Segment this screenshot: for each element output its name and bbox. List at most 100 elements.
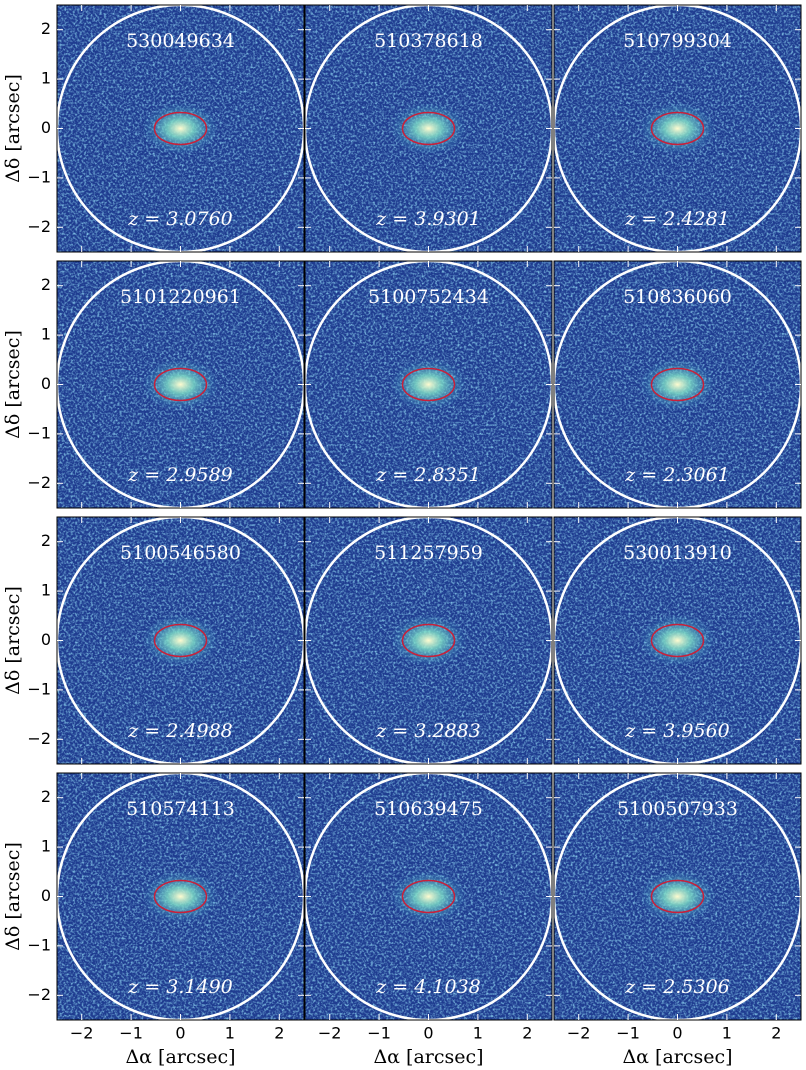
x-tick-label: 0: [423, 1024, 433, 1043]
y-tick-label: −2: [27, 985, 51, 1004]
redshift: z = 3.9560: [624, 720, 730, 742]
panel-id: 511257959: [374, 542, 483, 564]
y-tick-label: −1: [27, 679, 51, 698]
panel-id: 510574113: [126, 798, 235, 820]
x-axis-label: Δα [arcsec]: [373, 1046, 483, 1068]
source-contour: [153, 623, 208, 658]
panel: [305, 261, 552, 508]
panel: [57, 261, 304, 508]
redshift: z = 3.2883: [375, 720, 481, 742]
redshift: z = 2.3061: [624, 464, 730, 486]
source-glow: [142, 614, 219, 667]
source-glow: [142, 870, 219, 923]
panel-id: 5101220961: [120, 286, 241, 308]
y-tick-label: −2: [27, 729, 51, 748]
source-glow: [639, 870, 716, 923]
y-tick-label: −1: [27, 167, 51, 186]
x-tick-label: 0: [175, 1024, 185, 1043]
panel-id: 510639475: [374, 798, 483, 820]
y-tick-label: 0: [41, 118, 51, 137]
y-tick-label: 2: [41, 275, 51, 294]
x-tick-label: −2: [318, 1024, 342, 1043]
panel-id: 530049634: [126, 30, 235, 52]
panel: [554, 773, 801, 1020]
source-glow: [639, 614, 716, 667]
redshift: z = 3.1490: [127, 976, 233, 998]
y-tick-label: 1: [41, 581, 51, 600]
x-axis-label: Δα [arcsec]: [622, 1046, 732, 1068]
x-tick-label: −1: [616, 1024, 640, 1043]
redshift: z = 3.0760: [127, 208, 233, 230]
source-glow: [390, 358, 467, 411]
panel: [305, 773, 552, 1020]
panel: [57, 773, 304, 1020]
y-tick-label: 2: [41, 787, 51, 806]
y-tick-label: −2: [27, 473, 51, 492]
source-contour: [401, 367, 456, 402]
y-tick-label: 2: [41, 531, 51, 550]
panel: [554, 517, 801, 764]
panel: [305, 5, 552, 252]
source-contour: [650, 623, 705, 658]
panel: [57, 5, 304, 252]
y-tick-label: 1: [41, 69, 51, 88]
redshift: z = 4.1038: [375, 976, 481, 998]
source-contour: [153, 111, 208, 146]
panel-id: 5100507933: [617, 798, 738, 820]
panel-id: 5100752434: [368, 286, 489, 308]
y-tick-label: 1: [41, 325, 51, 344]
redshift: z = 2.4281: [624, 208, 730, 230]
redshift: z = 2.4988: [127, 720, 233, 742]
panel: [57, 517, 304, 764]
panel-id: 5100546580: [120, 542, 241, 564]
source-glow: [142, 102, 219, 155]
x-tick-label: 2: [771, 1024, 781, 1043]
y-tick-label: 1: [41, 837, 51, 856]
redshift: z = 3.9301: [375, 208, 481, 230]
redshift: z = 2.5306: [624, 976, 730, 998]
source-glow: [390, 870, 467, 923]
y-axis-label: Δδ [arcsec]: [2, 842, 24, 951]
y-tick-label: 0: [41, 630, 51, 649]
x-tick-label: −2: [567, 1024, 591, 1043]
x-axis-label: Δα [arcsec]: [125, 1046, 235, 1068]
x-tick-label: 2: [522, 1024, 532, 1043]
x-tick-label: 1: [722, 1024, 732, 1043]
source-contour: [401, 623, 456, 658]
source-contour: [401, 111, 456, 146]
y-tick-label: 0: [41, 374, 51, 393]
panel-id: 510378618: [374, 30, 483, 52]
x-tick-label: −1: [119, 1024, 143, 1043]
y-axis-label: Δδ [arcsec]: [2, 74, 24, 183]
y-tick-label: 2: [41, 19, 51, 38]
panel-id: 510836060: [623, 286, 732, 308]
source-glow: [390, 614, 467, 667]
panel-id: 510799304: [623, 30, 732, 52]
source-contour: [401, 879, 456, 914]
panel-id: 530013910: [623, 542, 732, 564]
source-glow: [639, 102, 716, 155]
source-contour: [650, 367, 705, 402]
source-glow: [390, 102, 467, 155]
y-tick-label: −1: [27, 935, 51, 954]
redshift: z = 2.9589: [127, 464, 233, 486]
redshift: z = 2.8351: [375, 464, 481, 486]
y-tick-label: −1: [27, 423, 51, 442]
x-tick-label: 1: [225, 1024, 235, 1043]
panel: [554, 261, 801, 508]
y-tick-label: −2: [27, 217, 51, 236]
source-glow: [142, 358, 219, 411]
source-glow: [639, 358, 716, 411]
x-tick-label: −2: [70, 1024, 94, 1043]
y-tick-label: 0: [41, 886, 51, 905]
y-axis-label: Δδ [arcsec]: [2, 330, 24, 439]
x-tick-label: 2: [274, 1024, 284, 1043]
x-tick-label: 1: [473, 1024, 483, 1043]
panel: [554, 5, 801, 252]
panel: [305, 517, 552, 764]
x-tick-label: 0: [672, 1024, 682, 1043]
y-axis-label: Δδ [arcsec]: [2, 586, 24, 695]
source-contour: [650, 111, 705, 146]
